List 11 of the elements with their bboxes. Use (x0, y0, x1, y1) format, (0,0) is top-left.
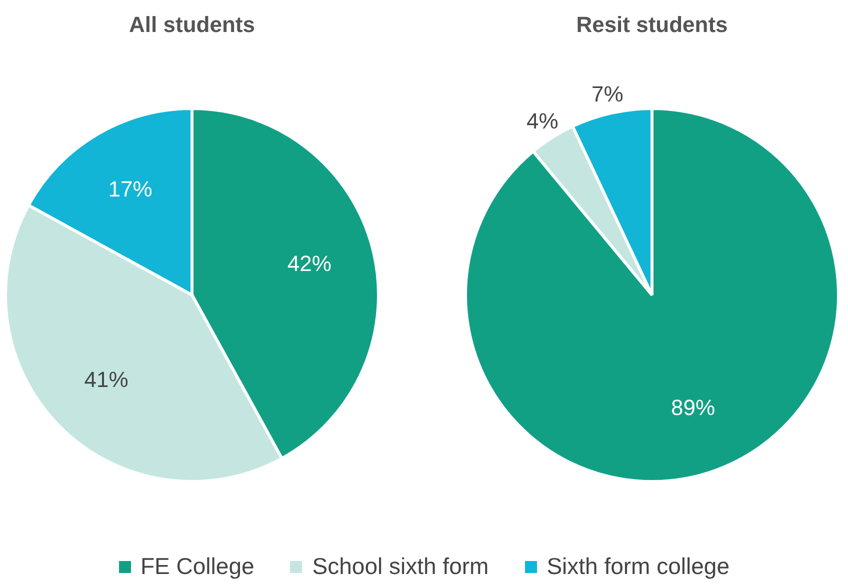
legend-label: FE College (140, 553, 254, 580)
data-label: 7% (591, 81, 624, 106)
data-label: 41% (84, 366, 128, 392)
data-label: 42% (287, 250, 332, 276)
chart-title: All students (128, 12, 256, 38)
data-label: 17% (108, 176, 152, 202)
data-label: 4% (526, 108, 558, 134)
legend-label: Sixth form college (546, 553, 730, 580)
data-label: 89% (671, 395, 716, 420)
legend-label: School sixth form (312, 553, 489, 580)
chart-title: Resit students (575, 12, 729, 38)
